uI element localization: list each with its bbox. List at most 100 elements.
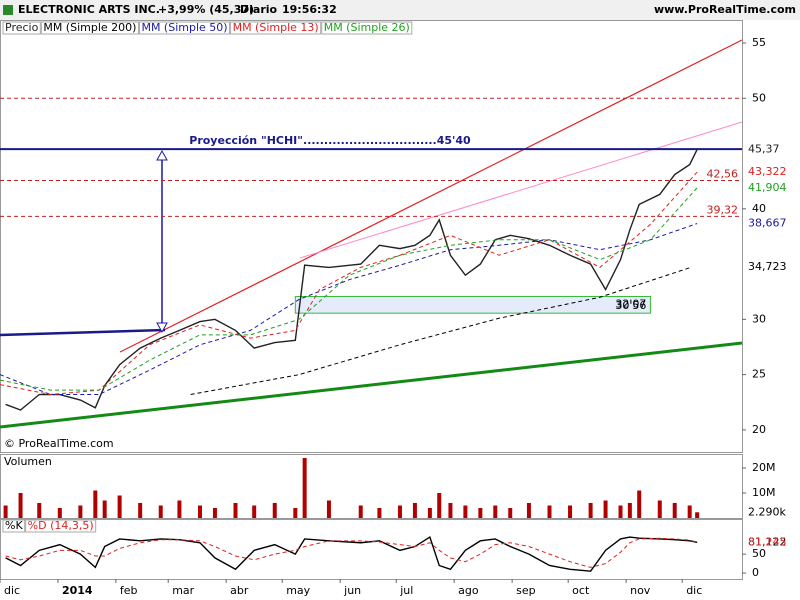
level-label: 39,32 — [707, 203, 739, 216]
x-tick-label: jun — [343, 584, 361, 597]
legend-entry: MM (Simple 26) — [324, 21, 410, 34]
volume-bar — [547, 505, 552, 518]
volume-bar — [177, 500, 182, 518]
x-tick-label: sep — [516, 584, 535, 597]
volume-bar — [57, 508, 62, 518]
neckline — [0, 328, 166, 337]
volume-bar — [37, 503, 42, 518]
legend-box — [25, 519, 97, 533]
chart-title: ELECTRONIC ARTS INC. — [18, 3, 160, 16]
legend-entry: MM (Simple 50) — [141, 21, 227, 34]
header-bar — [0, 0, 800, 20]
volume-bar — [463, 505, 468, 518]
zone-label: 32'07 — [615, 297, 646, 310]
volume-bar — [197, 505, 202, 518]
series-line — [0, 171, 698, 396]
y-tick-label: 40 — [752, 202, 766, 215]
volume-bar — [102, 500, 107, 518]
x-tick-label: nov — [630, 584, 651, 597]
series-line — [190, 266, 692, 396]
volume-bar — [508, 508, 513, 518]
zone — [294, 295, 651, 314]
y-tick-label: 20M — [752, 461, 776, 474]
legend-box — [230, 21, 322, 35]
logo-icon — [3, 5, 13, 15]
volume-bar — [302, 458, 307, 518]
arrow-head — [156, 322, 168, 334]
x-tick-label: abr — [230, 584, 249, 597]
volume-bar — [627, 503, 632, 518]
volume-bar — [427, 508, 432, 518]
last-value-label: 2.290k — [748, 505, 786, 518]
trend-line — [119, 39, 743, 353]
last-value-label: 41,904 — [748, 181, 787, 194]
series-line — [5, 537, 698, 568]
volume-bar — [397, 505, 402, 518]
legend-box — [2, 519, 26, 533]
y-tick-label: 25 — [752, 368, 766, 381]
volume-bar — [526, 503, 531, 518]
volume-bar — [233, 503, 238, 518]
series-line — [0, 187, 698, 391]
volume-title: Volumen — [4, 455, 52, 468]
x-tick-label: dic — [686, 584, 702, 597]
volume-bar — [117, 495, 122, 518]
volume-bar — [212, 508, 217, 518]
volume-bar — [18, 493, 23, 518]
volume-bar — [568, 505, 573, 518]
x-tick-label: dic — [4, 584, 20, 597]
volume-bar — [78, 505, 83, 518]
x-tick-label: oct — [572, 584, 590, 597]
legend-box — [321, 21, 413, 35]
volume-bar — [358, 505, 363, 518]
source: www.ProRealTime.com — [654, 3, 796, 16]
x-tick-label: jul — [399, 584, 413, 597]
trend-line — [299, 121, 743, 259]
support-line — [0, 341, 743, 429]
volume-bar — [618, 505, 623, 518]
volume-bar — [695, 512, 700, 518]
volume-bar — [252, 505, 257, 518]
volume-bar — [377, 508, 382, 518]
legend-entry: MM (Simple 200) — [43, 21, 136, 34]
volume-bar — [3, 505, 8, 518]
last-value-label: 81,245 — [748, 535, 787, 548]
x-tick-label: feb — [120, 584, 138, 597]
arrow-head — [156, 149, 168, 161]
last-value-label: 38,667 — [748, 217, 787, 230]
time: 19:56:32 — [282, 3, 337, 16]
x-tick-label: mar — [172, 584, 194, 597]
series-line — [0, 223, 698, 396]
legend-box — [2, 21, 41, 35]
x-tick-label: ago — [458, 584, 479, 597]
volume-bar — [588, 503, 593, 518]
volume-bar — [448, 503, 453, 518]
volume-bar — [672, 503, 677, 518]
volume-bar — [138, 503, 143, 518]
volume-bar — [687, 505, 692, 518]
legend-entry: MM (Simple 13) — [233, 21, 319, 34]
y-tick-label: 10M — [752, 486, 776, 499]
volume-bar — [493, 505, 498, 518]
volume-bar — [158, 505, 163, 518]
last-value-label: 81,122 — [748, 535, 787, 548]
y-tick-label: 20 — [752, 423, 766, 436]
projection-label: Proyección "HCHI".......................… — [189, 134, 471, 147]
legend-entry: %D (14,3,5) — [28, 519, 94, 532]
period: Diario — [240, 3, 278, 16]
volume-bar — [657, 500, 662, 518]
volume-bar — [478, 508, 483, 518]
series-line — [5, 149, 698, 411]
legend-entry: Precio — [5, 21, 39, 34]
x-tick-label: may — [286, 584, 310, 597]
y-tick-label: 30 — [752, 312, 766, 325]
legend-box — [138, 21, 231, 35]
last-value-label: 45,37 — [748, 142, 780, 155]
volume-bar — [293, 508, 298, 518]
legend-box — [40, 21, 139, 35]
volume-bar — [637, 490, 642, 518]
y-tick-label: 50 — [752, 91, 766, 104]
volume-bar — [437, 493, 442, 518]
volume-bar — [412, 503, 417, 518]
